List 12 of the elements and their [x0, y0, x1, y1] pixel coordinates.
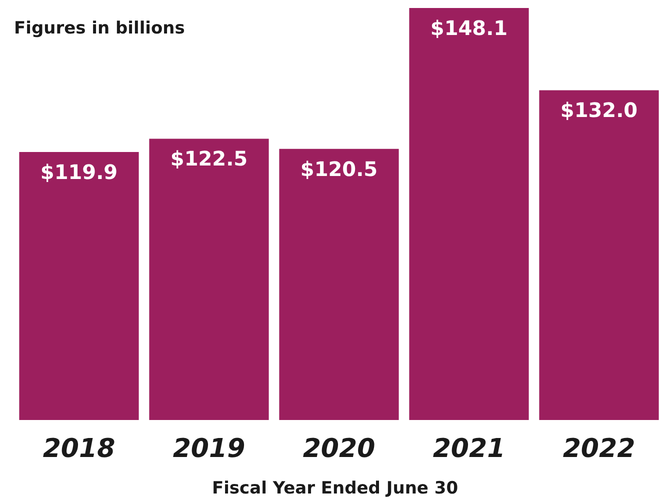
data-label: $148.1 [430, 16, 508, 40]
data-label: $122.5 [170, 146, 248, 171]
x-tick-label: 2021 [432, 434, 506, 464]
x-tick-label: 2018 [42, 434, 116, 464]
x-axis-title: Fiscal Year Ended June 30 [212, 478, 458, 498]
x-tick-label: 2022 [562, 434, 636, 464]
data-label: $132.0 [560, 98, 638, 122]
x-tick-label: 2019 [172, 434, 246, 464]
data-label: $119.9 [40, 160, 118, 184]
data-label: $120.5 [300, 156, 378, 181]
x-tick-label: 2020 [302, 434, 376, 464]
text: Figures in billions [14, 18, 185, 38]
